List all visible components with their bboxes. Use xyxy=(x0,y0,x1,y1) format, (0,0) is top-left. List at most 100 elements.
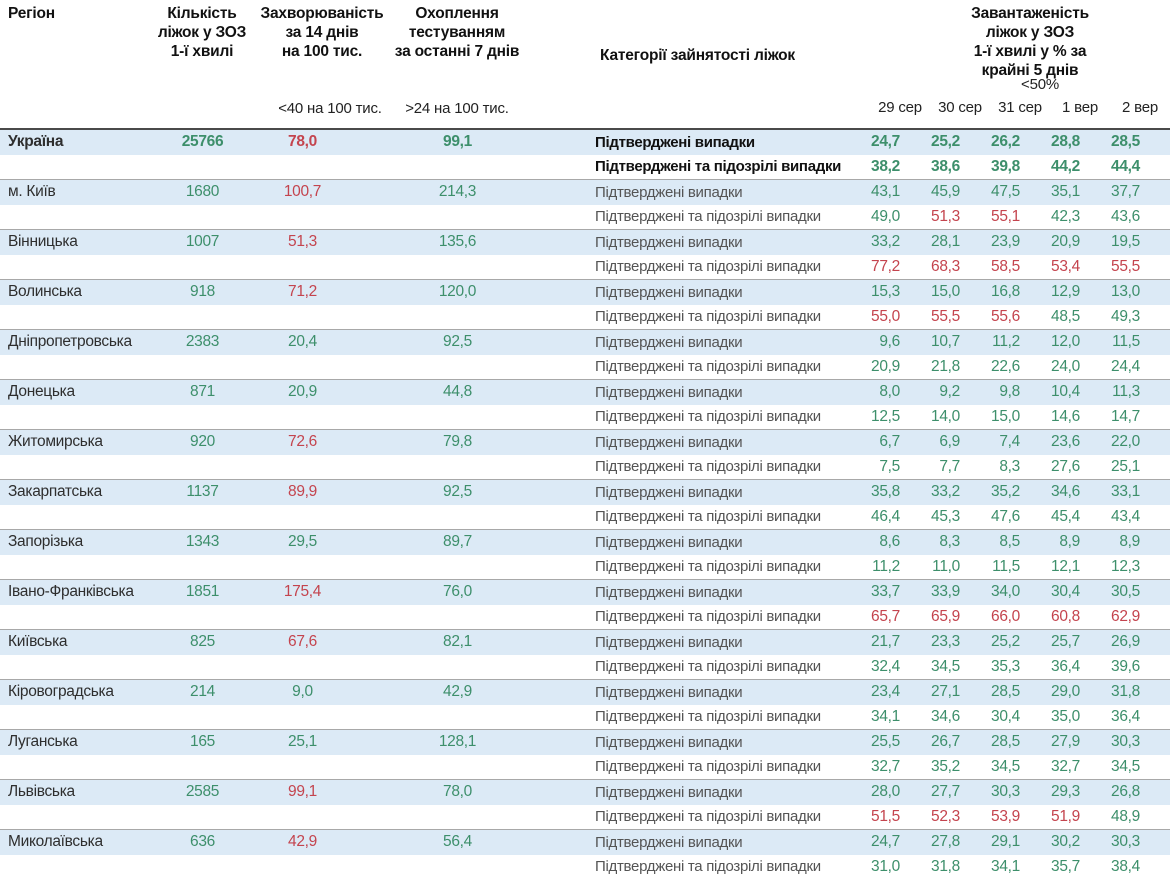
occupancy-value: 7,5 xyxy=(870,458,930,476)
occupancy-value: 46,4 xyxy=(870,508,930,526)
occupancy-value: 23,4 xyxy=(870,683,930,701)
beds-value: 1680 xyxy=(175,183,230,201)
occupancy-value: 8,3 xyxy=(990,458,1050,476)
occupancy-value: 11,2 xyxy=(990,333,1050,351)
occupancy-value: 55,5 xyxy=(1110,258,1170,276)
occupancy-value: 35,3 xyxy=(990,658,1050,676)
date-column-header: 31 сер xyxy=(990,99,1050,116)
occupancy-value: 39,6 xyxy=(1110,658,1170,676)
occupancy-value: 11,5 xyxy=(990,558,1050,576)
occupancy-value: 9,8 xyxy=(990,383,1050,401)
occupancy-value: 21,8 xyxy=(930,358,990,376)
occupancy-value: 33,2 xyxy=(870,233,930,251)
occupancy-value: 29,0 xyxy=(1050,683,1110,701)
occupancy-value: 47,5 xyxy=(990,183,1050,201)
category-label: Підтверджені випадки xyxy=(540,134,870,151)
occupancy-value: 68,3 xyxy=(930,258,990,276)
incidence-value: 9,0 xyxy=(230,683,375,701)
occupancy-value: 66,0 xyxy=(990,608,1050,626)
occupancy-value: 12,5 xyxy=(870,408,930,426)
occupancy-value: 12,0 xyxy=(1050,333,1110,351)
category-label: Підтверджені випадки xyxy=(540,684,870,701)
occupancy-value: 34,5 xyxy=(1110,758,1170,776)
region-name: Україна xyxy=(0,133,175,151)
occupancy-value: 47,6 xyxy=(990,508,1050,526)
occupancy-value: 12,9 xyxy=(1050,283,1110,301)
category-label: Підтверджені випадки xyxy=(540,834,870,851)
category-label: Підтверджені та підозрілі випадки xyxy=(540,758,870,775)
occupancy-value: 30,3 xyxy=(1110,733,1170,751)
occupancy-value: 13,0 xyxy=(1110,283,1170,301)
occupancy-value: 51,9 xyxy=(1050,808,1110,826)
occupancy-value: 7,7 xyxy=(930,458,990,476)
occupancy-threshold-label: <50% xyxy=(1021,76,1059,93)
region-name: м. Київ xyxy=(0,183,175,201)
region-name: Львівська xyxy=(0,783,175,801)
occupancy-value: 30,5 xyxy=(1110,583,1170,601)
testing-value: 42,9 xyxy=(375,683,540,701)
category-label: Підтверджені випадки xyxy=(540,234,870,251)
beds-value: 25766 xyxy=(175,133,230,151)
occupancy-value: 14,6 xyxy=(1050,408,1110,426)
date-column-header: 1 вер xyxy=(1050,99,1110,116)
testing-value: 79,8 xyxy=(375,433,540,451)
region-name: Запорізька xyxy=(0,533,175,551)
occupancy-value: 7,4 xyxy=(990,433,1050,451)
occupancy-value: 30,4 xyxy=(1050,583,1110,601)
occupancy-column-header: Завантаженість ліжок у ЗОЗ 1-ї хвилі у %… xyxy=(960,4,1100,80)
category-label: Підтверджені та підозрілі випадки xyxy=(540,408,870,425)
occupancy-value: 33,2 xyxy=(930,483,990,501)
category-label: Підтверджені випадки xyxy=(540,484,870,501)
occupancy-value: 10,7 xyxy=(930,333,990,351)
category-label: Підтверджені та підозрілі випадки xyxy=(540,158,870,175)
occupancy-value: 22,6 xyxy=(990,358,1050,376)
occupancy-value: 37,7 xyxy=(1110,183,1170,201)
occupancy-value: 24,4 xyxy=(1110,358,1170,376)
occupancy-value: 24,7 xyxy=(870,833,930,851)
region-name: Волинська xyxy=(0,283,175,301)
occupancy-value: 65,7 xyxy=(870,608,930,626)
date-column-header: 30 сер xyxy=(930,99,990,116)
table-header: Регіон Кількість ліжок у ЗОЗ 1-ї хвилі З… xyxy=(0,0,1170,130)
beds-value: 1343 xyxy=(175,533,230,551)
category-label: Підтверджені випадки xyxy=(540,334,870,351)
incidence-value: 51,3 xyxy=(230,233,375,251)
category-label: Підтверджені та підозрілі випадки xyxy=(540,208,870,225)
occupancy-value: 15,3 xyxy=(870,283,930,301)
occupancy-value: 33,9 xyxy=(930,583,990,601)
occupancy-value: 10,4 xyxy=(1050,383,1110,401)
category-label: Підтверджені та підозрілі випадки xyxy=(540,308,870,325)
incidence-value: 100,7 xyxy=(230,183,375,201)
category-label: Підтверджені випадки xyxy=(540,384,870,401)
occupancy-value: 8,5 xyxy=(990,533,1050,551)
testing-value: 99,1 xyxy=(375,133,540,151)
occupancy-value: 55,1 xyxy=(990,208,1050,226)
occupancy-value: 33,1 xyxy=(1110,483,1170,501)
occupancy-value: 53,4 xyxy=(1050,258,1110,276)
incidence-value: 25,1 xyxy=(230,733,375,751)
category-label: Підтверджені випадки xyxy=(540,784,870,801)
beds-value: 2383 xyxy=(175,333,230,351)
occupancy-value: 52,3 xyxy=(930,808,990,826)
occupancy-value: 6,7 xyxy=(870,433,930,451)
beds-value: 2585 xyxy=(175,783,230,801)
occupancy-value: 15,0 xyxy=(990,408,1050,426)
occupancy-value: 28,1 xyxy=(930,233,990,251)
